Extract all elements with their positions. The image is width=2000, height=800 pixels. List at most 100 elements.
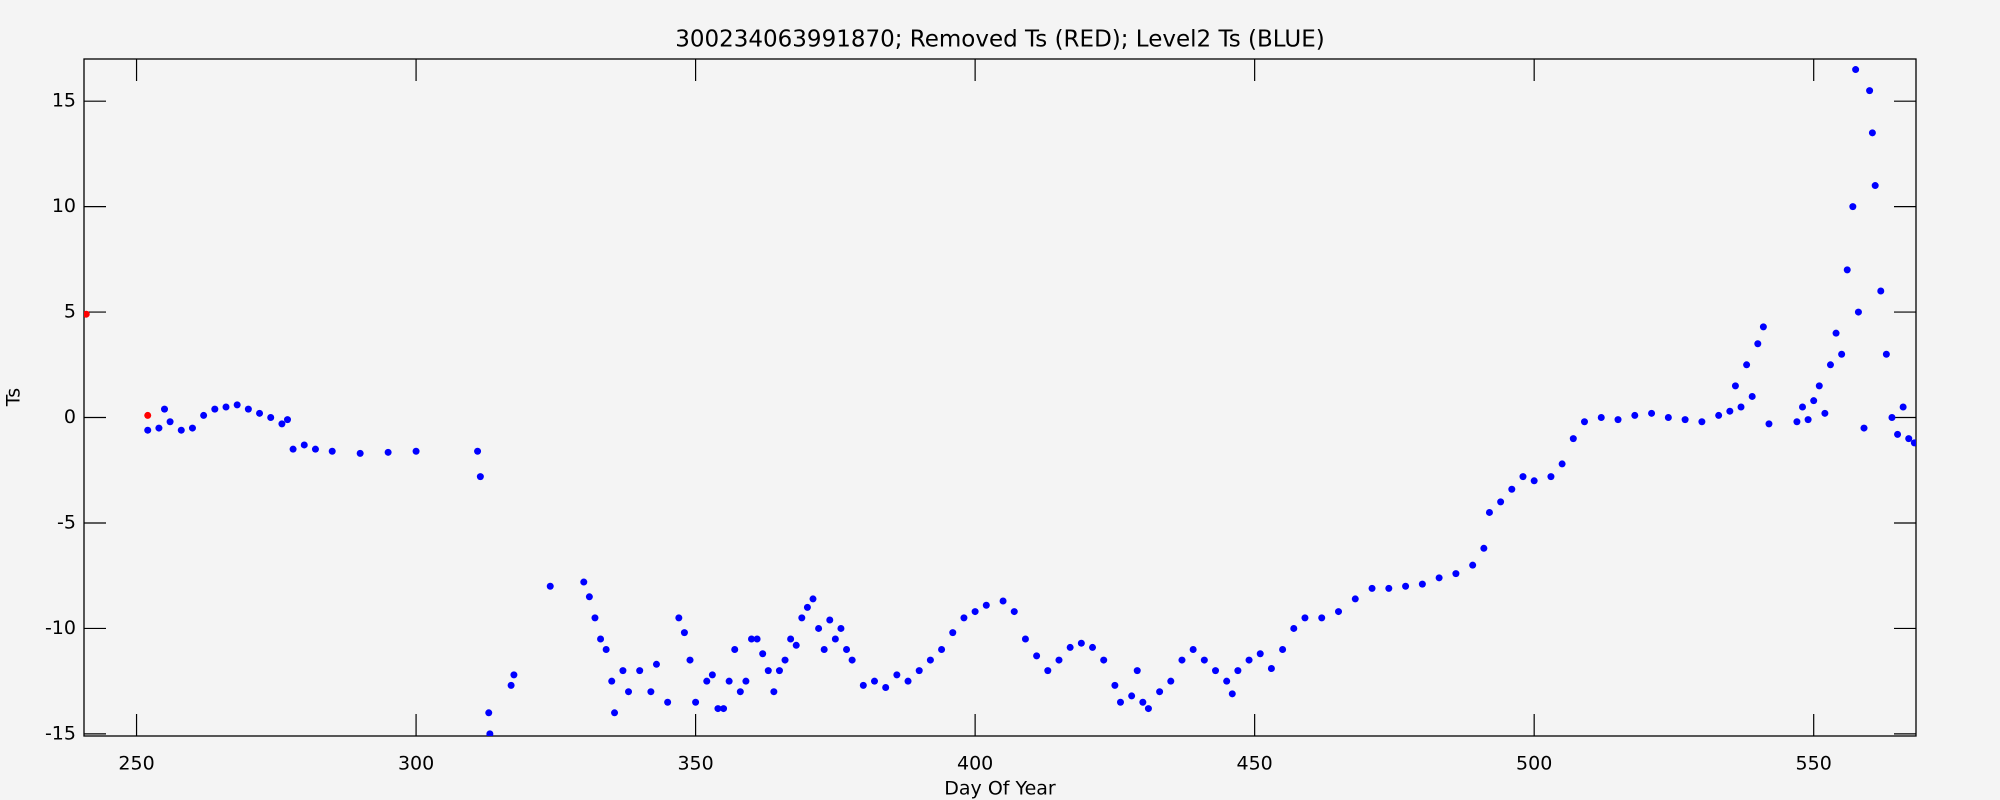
y-tick-label: 0: [64, 406, 76, 428]
point: [1385, 584, 1393, 592]
point: [775, 667, 783, 675]
point: [311, 445, 319, 453]
point: [1335, 608, 1343, 616]
point: [597, 635, 605, 643]
point: [1228, 690, 1236, 698]
point: [1435, 574, 1443, 582]
x-tick-label: 300: [398, 753, 434, 775]
point: [1021, 635, 1029, 643]
point: [1754, 340, 1762, 348]
point: [675, 614, 683, 622]
point: [815, 624, 823, 632]
point: [1480, 544, 1488, 552]
point: [289, 445, 297, 453]
point: [742, 677, 750, 685]
point: [781, 656, 789, 664]
y-tick-label: -10: [45, 617, 76, 639]
y-tick-label: 15: [52, 90, 76, 112]
point: [256, 409, 264, 417]
point: [831, 635, 839, 643]
point: [278, 420, 286, 428]
point: [328, 447, 336, 455]
y-tick-label: 5: [64, 301, 76, 323]
point: [770, 688, 778, 696]
point: [1223, 677, 1231, 685]
point: [1804, 416, 1812, 424]
point: [1156, 688, 1164, 696]
point: [843, 646, 851, 654]
point: [1866, 87, 1874, 95]
point: [764, 667, 772, 675]
x-tick-label: 550: [1796, 753, 1832, 775]
point: [736, 688, 744, 696]
point: [1905, 435, 1913, 443]
point: [144, 426, 152, 434]
point: [625, 688, 633, 696]
point: [384, 448, 392, 456]
point: [356, 449, 364, 457]
point: [1485, 508, 1493, 516]
point: [652, 660, 660, 668]
point: [300, 441, 308, 449]
point: [664, 698, 672, 706]
point: [1899, 403, 1907, 411]
point: [1077, 639, 1085, 647]
plot-frame: [83, 58, 1917, 737]
point: [1882, 350, 1890, 358]
point: [84, 310, 90, 318]
point: [848, 656, 856, 664]
point: [1852, 66, 1860, 74]
point: [1580, 418, 1588, 426]
x-tick-label: 450: [1237, 753, 1273, 775]
point: [1849, 203, 1857, 211]
point: [1860, 424, 1868, 432]
point: [591, 614, 599, 622]
point: [1793, 418, 1801, 426]
point: [233, 401, 241, 409]
point: [826, 616, 834, 624]
point: [602, 646, 610, 654]
point: [1245, 656, 1253, 664]
point: [703, 677, 711, 685]
x-tick-label: 400: [957, 753, 993, 775]
point: [1558, 460, 1566, 468]
point: [1066, 643, 1074, 651]
point: [283, 416, 291, 424]
point: [904, 677, 912, 685]
point: [188, 424, 196, 432]
point: [1743, 361, 1751, 369]
point: [144, 411, 152, 419]
point: [1888, 414, 1896, 422]
x-axis-title: Day Of Year: [944, 778, 1056, 800]
point: [1910, 439, 1916, 447]
point: [619, 667, 627, 675]
y-tick-label: -15: [45, 722, 76, 744]
x-tick-label: 500: [1516, 753, 1552, 775]
point: [1290, 624, 1298, 632]
point: [1497, 498, 1505, 506]
point: [809, 595, 817, 603]
point: [837, 624, 845, 632]
point: [1838, 350, 1846, 358]
point: [971, 608, 979, 616]
point: [893, 671, 901, 679]
point: [507, 681, 515, 689]
point: [938, 646, 946, 654]
point: [1868, 129, 1876, 137]
point: [680, 629, 688, 637]
point: [714, 705, 722, 713]
point: [222, 403, 230, 411]
point: [1368, 584, 1376, 592]
point: [1167, 677, 1175, 685]
point: [926, 656, 934, 664]
point: [177, 426, 185, 434]
x-tick-label: 250: [118, 753, 154, 775]
point: [585, 593, 593, 601]
point: [1128, 692, 1136, 700]
point: [636, 667, 644, 675]
point: [820, 646, 828, 654]
point: [580, 578, 588, 586]
point: [1256, 650, 1264, 658]
y-tick-label: 10: [52, 195, 76, 217]
